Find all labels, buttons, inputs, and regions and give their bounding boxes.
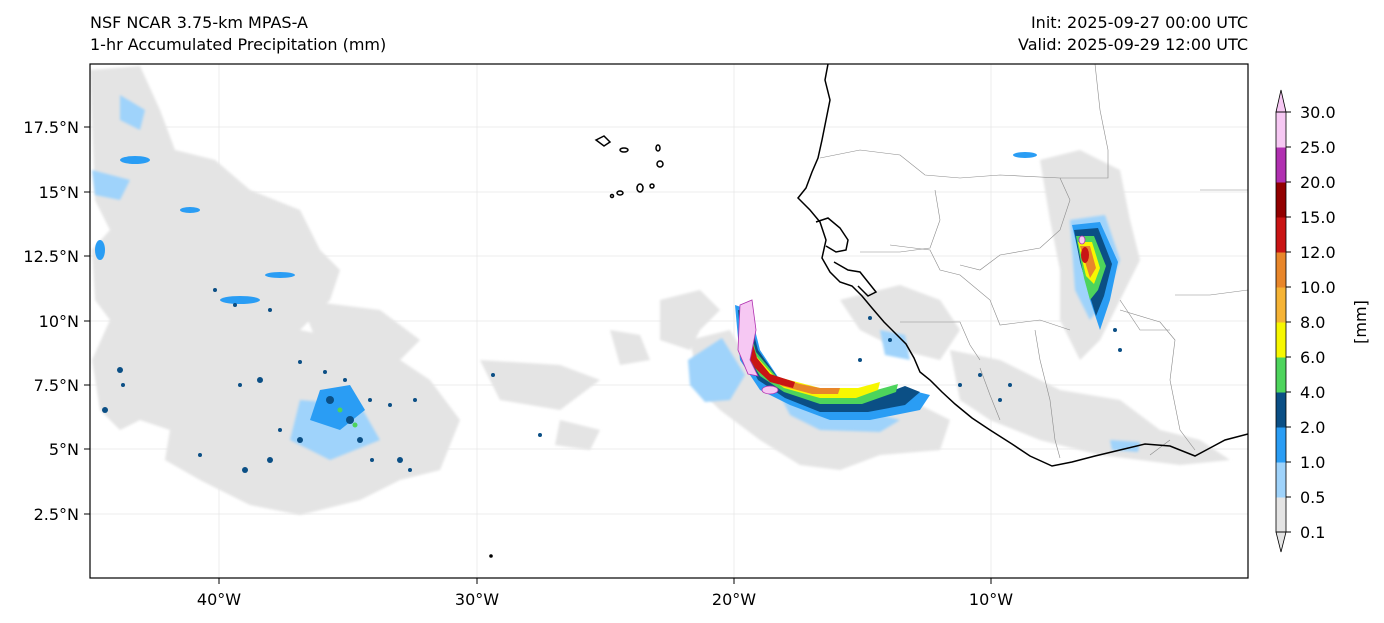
colorbar-level-label: 30.0 (1300, 103, 1336, 122)
colorbar: 0.1 0.5 1.0 2.0 4.0 6.0 8.0 10.0 12.0 15.0 20.0 25.… (1275, 89, 1336, 553)
init-time: Init: 2025-09-27 00:00 UTC (1030, 13, 1248, 32)
island-dot (489, 554, 493, 558)
lat-tick-label: 15°N (39, 183, 79, 202)
lon-axis: 40°W 30°W 20°W 10°W (197, 578, 1013, 609)
colorbar-segment (1276, 392, 1286, 428)
colorbar-level-label: 0.5 (1300, 488, 1325, 507)
lat-tick-label: 12.5°N (23, 247, 79, 266)
lon-tick-label: 40°W (197, 590, 241, 609)
field-title: 1-hr Accumulated Precipitation (mm) (90, 35, 387, 54)
colorbar-level-label: 25.0 (1300, 138, 1336, 157)
cape-verde-islands (594, 135, 664, 199)
lat-tick-label: 2.5°N (34, 505, 79, 524)
precip-light-areas (90, 66, 1230, 515)
colorbar-segment (1276, 322, 1286, 358)
lon-tick-label: 30°W (455, 590, 499, 609)
scattered-convective-cells (121, 288, 1122, 472)
colorbar-level-label: 6.0 (1300, 348, 1325, 367)
colorbar-unit-label: [mm] (1351, 300, 1370, 344)
colorbar-level-label: 20.0 (1300, 173, 1336, 192)
precip-30-areas (737, 235, 1086, 395)
colorbar-extend-min (1275, 531, 1287, 553)
lat-tick-label: 7.5°N (34, 376, 79, 395)
colorbar-segment (1276, 252, 1286, 288)
colorbar-segment (1276, 357, 1286, 393)
colorbar-level-label: 10.0 (1300, 278, 1336, 297)
coastlines (796, 64, 1248, 467)
lat-tick-label: 5°N (49, 440, 79, 459)
lat-axis: 17.5°N 15°N 12.5°N 10°N 7.5°N 5°N 2.5°N (23, 118, 90, 524)
colorbar-extend-max (1275, 89, 1287, 113)
valid-time: Valid: 2025-09-29 12:00 UTC (1017, 35, 1248, 54)
colorbar-level-label: 1.0 (1300, 453, 1325, 472)
colorbar-level-label: 8.0 (1300, 313, 1325, 332)
colorbar-segment (1276, 147, 1286, 183)
model-title: NSF NCAR 3.75-km MPAS-A (90, 13, 308, 32)
lat-tick-label: 17.5°N (23, 118, 79, 137)
colorbar-segment (1276, 217, 1286, 253)
colorbar-segment (1276, 287, 1286, 323)
colorbar-segment (1276, 462, 1286, 498)
colorbar-segment (1276, 182, 1286, 218)
colorbar-level-label: 0.1 (1300, 523, 1325, 542)
colorbar-segment (1276, 497, 1286, 533)
country-borders (819, 64, 1248, 459)
colorbar-level-label: 2.0 (1300, 418, 1325, 437)
colorbar-segment (1276, 112, 1286, 148)
colorbar-level-label: 4.0 (1300, 383, 1325, 402)
lat-tick-label: 10°N (39, 312, 79, 331)
lon-tick-label: 20°W (712, 590, 756, 609)
colorbar-level-label: 15.0 (1300, 208, 1336, 227)
colorbar-level-label: 12.0 (1300, 243, 1336, 262)
lon-tick-label: 10°W (969, 590, 1013, 609)
colorbar-segment (1276, 427, 1286, 463)
